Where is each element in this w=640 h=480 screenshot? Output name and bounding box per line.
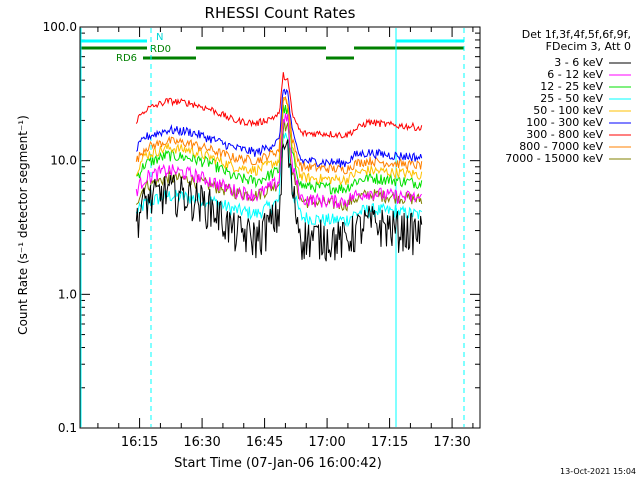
x-tick-label: 17:15 [371,435,408,450]
legend-label: 12 - 25 keV [540,80,603,93]
rd6-indicator-label: RD6 [116,53,137,64]
y-axis-label: Count Rate (s⁻¹ detector segment⁻¹) [16,115,30,335]
x-tick-label: 16:30 [183,435,220,450]
series-line-7 [135,72,423,139]
legend-label: 800 - 7000 keV [519,140,603,153]
state-indicators: N RD0 RD6 [81,32,464,64]
x-axis-label: Start Time (07-Jan-06 16:00:42) [174,456,382,471]
series-line-6 [136,88,423,168]
y-tick-label: 1.0 [58,287,77,301]
chart-title: RHESSI Count Rates [205,4,356,22]
series-line-9 [135,119,423,212]
series-line-5 [135,97,423,186]
legend-label: 3 - 6 keV [554,56,603,69]
x-tick-label: 16:15 [121,435,158,450]
legend-label: 6 - 12 keV [547,68,603,81]
x-tick-label: 17:00 [308,435,345,450]
legend-label: 7000 - 15000 keV [505,152,603,165]
x-axis: 16:15 16:30 16:45 17:00 17:15 17:30 [97,27,474,450]
legend-label: 300 - 800 keV [526,128,603,141]
y-tick-label: 10.0 [50,154,77,168]
legend-label: 25 - 50 keV [540,92,603,105]
timestamp: 13-Oct-2021 15:04 [560,467,636,476]
legend-label: 100 - 300 keV [526,116,603,129]
legend-header-line-2: FDecim 3, Att 0 [546,40,631,53]
legend-label: 50 - 100 keV [533,104,603,117]
x-tick-label: 16:45 [246,435,283,450]
series-lines [135,72,423,262]
series-line-1 [135,139,423,262]
series-line-3 [136,104,423,195]
x-tick-label: 17:30 [433,435,470,450]
y-axis: 0.1 1.0 10.0 100.0 [43,20,480,435]
plot-frame [79,26,481,429]
y-tick-label: 100.0 [43,20,77,34]
rd0-indicator-label: RD0 [150,44,171,55]
series-line-2 [135,113,423,209]
legend-header-line-1: Det 1f,3f,4f,5f,6f,9f, [522,28,631,41]
y-tick-label: 0.1 [58,421,77,435]
night-indicator-label: N [156,32,163,43]
legend: Det 1f,3f,4f,5f,6f,9f, FDecim 3, Att 0 3… [505,28,631,165]
series-line-8 [135,96,423,175]
